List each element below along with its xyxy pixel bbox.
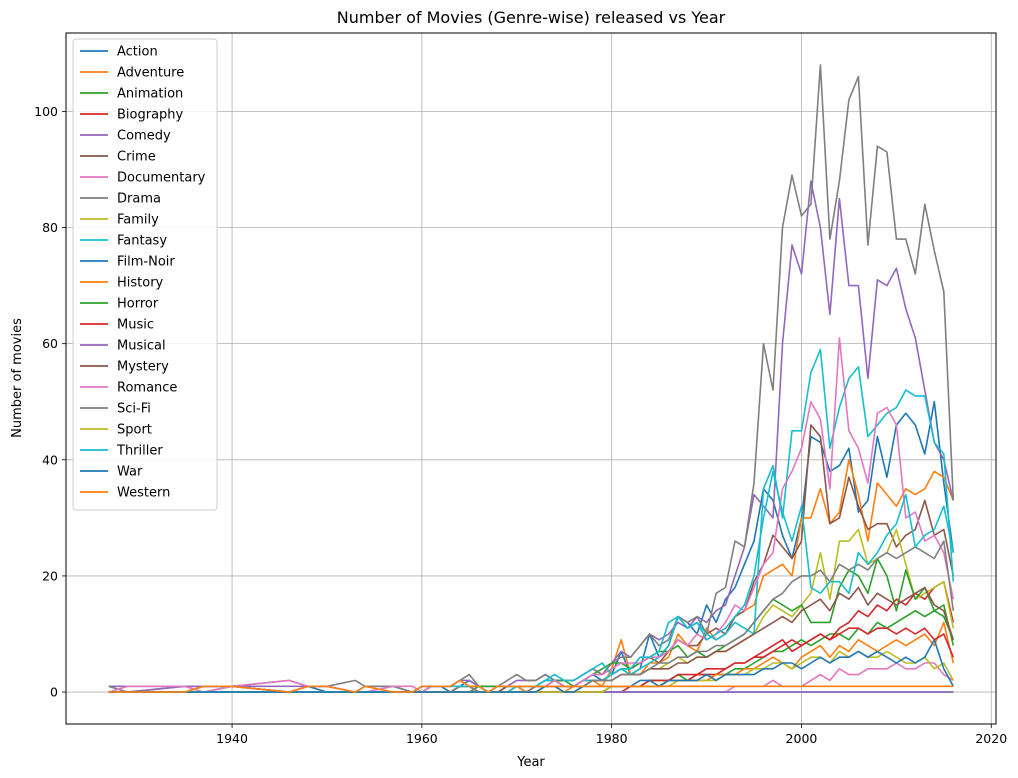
- legend-label-animation: Animation: [117, 87, 183, 102]
- legend-label-music: Music: [117, 318, 154, 333]
- chart-title: Number of Movies (Genre-wise) released v…: [337, 8, 726, 27]
- y-tick-label: 100: [34, 104, 58, 119]
- x-tick-label: 1980: [596, 731, 628, 746]
- legend-label-thriller: Thriller: [116, 444, 163, 459]
- legend-label-western: Western: [117, 486, 170, 501]
- series-lines: [108, 64, 955, 693]
- y-tick-label: 20: [42, 568, 58, 583]
- x-tick-label: 2000: [786, 731, 818, 746]
- legend-label-romance: Romance: [117, 381, 177, 396]
- series-line-western: [108, 679, 954, 693]
- legend-box: [72, 38, 218, 511]
- legend-label-fantasy: Fantasy: [117, 234, 167, 249]
- plot-frame: [65, 32, 997, 725]
- legend-label-action: Action: [117, 45, 158, 60]
- x-tick-label: 2020: [975, 731, 1007, 746]
- legend-label-sport: Sport: [117, 423, 152, 438]
- legend-label-biography: Biography: [117, 108, 184, 123]
- legend-label-documentary: Documentary: [117, 171, 206, 186]
- legend-label-musical: Musical: [117, 339, 166, 354]
- legend-label-horror: Horror: [117, 297, 159, 312]
- y-tick-label: 0: [50, 685, 58, 700]
- legend-label-war: War: [117, 465, 143, 480]
- y-tick-label: 80: [42, 220, 58, 235]
- y-axis-title: Number of movies: [10, 318, 25, 438]
- legend-label-sci-fi: Sci-Fi: [117, 402, 151, 417]
- legend-label-mystery: Mystery: [117, 360, 169, 375]
- legend-label-crime: Crime: [117, 150, 156, 165]
- x-tick-label: 1960: [406, 731, 438, 746]
- legend-label-film-noir: Film-Noir: [117, 255, 175, 270]
- legend-label-adventure: Adventure: [117, 66, 184, 81]
- legend-label-comedy: Comedy: [117, 129, 171, 144]
- series-line-romance: [108, 337, 955, 693]
- x-axis-title: Year: [516, 755, 545, 770]
- axis-ticks: 1940 1960 1980 2000 2020 0 20 40 60 80 100: [34, 104, 1007, 746]
- y-tick-label: 40: [42, 452, 58, 467]
- legend-label-drama: Drama: [117, 192, 161, 207]
- legend-label-family: Family: [117, 213, 159, 228]
- y-tick-label: 60: [42, 336, 58, 351]
- x-tick-label: 1940: [216, 731, 248, 746]
- legend: Action Adventure Animation Biography Comedy C…: [72, 38, 218, 511]
- legend-label-history: History: [117, 276, 164, 291]
- grid-lines: [66, 33, 996, 724]
